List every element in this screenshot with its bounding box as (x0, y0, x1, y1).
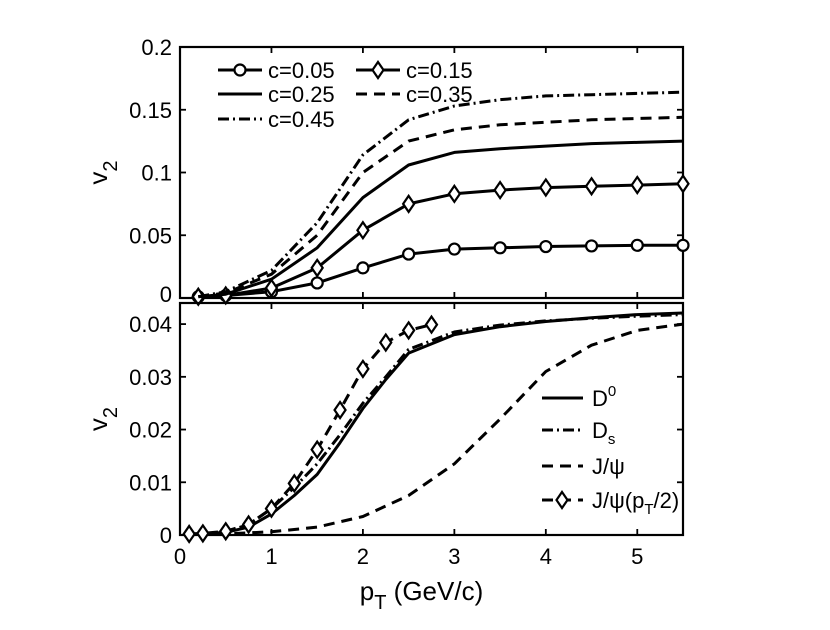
bottom-xtick-label: 4 (540, 544, 552, 569)
bottom-ytick-label: 0 (160, 523, 172, 548)
top-series-0-point (493, 241, 507, 255)
bottom-series-3-point (356, 358, 370, 379)
bottom-xtick-label: 5 (631, 544, 643, 569)
top-series-1-point (630, 175, 645, 195)
bottom-series-3-point (378, 332, 393, 353)
top-series-line-1 (198, 182, 684, 299)
bottom-xtick-label: 1 (265, 544, 277, 569)
top-ytick-label: 0.1 (141, 161, 172, 186)
top-series-line-4 (198, 90, 684, 299)
top-series-1-point (676, 173, 690, 194)
bottom-series-3-point (182, 524, 196, 544)
top-series-0-point (584, 239, 599, 253)
bottom-ylabel-main: v (83, 418, 113, 431)
bottom-xtick-label: 2 (357, 544, 369, 569)
legend-label-main: J/ψ (592, 454, 625, 479)
bottom-ylabel: v2 (83, 407, 122, 431)
bottom-xtick-label: 0 (174, 544, 186, 569)
legend-label-tail: /2) (654, 488, 680, 513)
bottom-axes-frame (178, 301, 685, 537)
bottom-series-3-point (287, 473, 302, 494)
top-series-0-point (356, 261, 370, 275)
bottom-series-3-point (264, 498, 279, 519)
xlabel: pT (GeV/c) (360, 576, 483, 614)
top-series-1-point (401, 193, 416, 214)
legend-label-main: D (592, 386, 608, 411)
bottom-series-3-point (196, 523, 210, 544)
bottom-ytick-label: 0.02 (129, 418, 172, 443)
legend-marker (233, 63, 247, 77)
top-series-1-point (191, 286, 206, 307)
bottom-series-3-point (241, 514, 256, 535)
bottom-series-3-point (424, 314, 439, 335)
bottom-ytick-label: 0.04 (129, 312, 172, 337)
bottom-ylabel-sub: 2 (100, 407, 122, 418)
legend-label: c=0.35 (406, 82, 473, 107)
top-ytick-label: 0.15 (129, 98, 172, 123)
top-series-0-point (310, 276, 324, 290)
bottom-ytick-label: 0.01 (129, 470, 172, 495)
top-ylabel: v2 (83, 160, 122, 184)
xlabel-tail: (GeV/c) (386, 576, 483, 606)
legend-label: c=0.15 (406, 58, 473, 83)
top-ytick-label: 0.2 (141, 35, 172, 60)
top-series-1-point (264, 278, 279, 298)
top-series-0-point (539, 239, 553, 254)
legend-marker (371, 60, 385, 80)
legend-label: D0 (592, 383, 616, 411)
legend-label-sup: 0 (608, 383, 616, 400)
top-ylabel-sub: 2 (100, 160, 122, 171)
bottom-series-3-point (218, 521, 233, 542)
legend-label-main: D (592, 418, 608, 443)
legend-label: c=0.25 (268, 82, 335, 107)
bottom-ytick-label: 0.03 (129, 365, 172, 390)
top-series-line-2 (198, 139, 684, 299)
top-ytick-label: 0.05 (129, 223, 172, 248)
legend-label: c=0.45 (268, 107, 335, 132)
legend-marker (555, 490, 569, 510)
top-ylabel-main: v (83, 172, 113, 185)
panel-top: 0 0.05 0.1 0.15 0.2 v2 c=0.05 c=0.15 c=0.25 c=0.3… (83, 35, 690, 307)
top-series-0-point (402, 247, 416, 261)
top-series-line-0 (198, 243, 683, 299)
legend-label: J/ψ (592, 454, 625, 479)
bottom-series-line-2 (198, 322, 684, 536)
xlabel-sub: T (374, 592, 386, 614)
bottom-series-3-point (310, 439, 325, 460)
legend-label-sub: s (608, 431, 616, 448)
top-ytick-label: 0 (160, 282, 172, 307)
top-series-1-point (538, 177, 553, 198)
xlabel-main: p (360, 576, 374, 606)
top-series-1-point (447, 183, 462, 204)
bottom-series-3-point (333, 400, 347, 420)
legend-label: J/ψ(pT/2) (592, 488, 679, 518)
top-series-1-point (356, 220, 370, 241)
legend-label-sub: T (644, 501, 653, 518)
top-series-1-point (584, 176, 599, 197)
legend-label-main: J/ψ(p (592, 488, 644, 513)
top-series-0-point (630, 238, 644, 252)
legend-label: c=0.05 (268, 58, 335, 83)
top-series-0-point (447, 242, 461, 256)
top-series-line-3 (198, 115, 684, 299)
top-series-1-point (493, 180, 507, 201)
top-series-0-point (676, 238, 690, 252)
bottom-series-line-0 (198, 311, 684, 536)
bottom-series-3-point (401, 320, 416, 341)
bottom-xtick-label: 3 (448, 544, 460, 569)
legend-label: Ds (592, 418, 615, 448)
top-series-1-point (310, 257, 325, 278)
